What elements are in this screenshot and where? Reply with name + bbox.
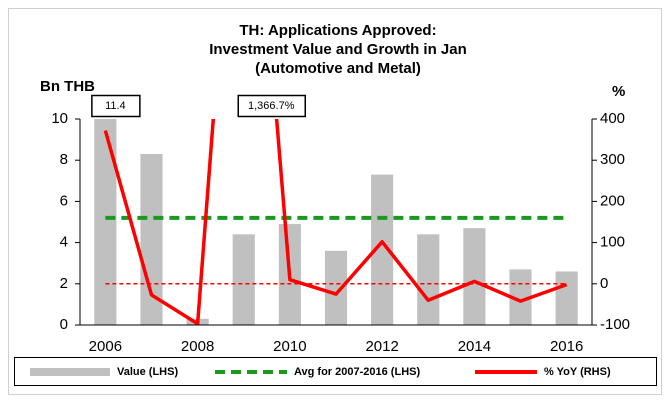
y-tick-label: 2 (60, 275, 68, 292)
plot-area (94, 119, 578, 325)
x-tick-label: 2006 (89, 338, 122, 355)
legend-label: Value (LHS) (117, 366, 178, 378)
y2-tick-label: 300 (600, 151, 625, 168)
x-tick-label: 2014 (458, 338, 491, 355)
y2-tick-label: 100 (600, 234, 625, 251)
legend-box (14, 357, 657, 386)
legend-label: % YoY (RHS) (544, 366, 611, 378)
legend-label: Avg for 2007-2016 (LHS) (294, 366, 420, 378)
y-tick-label: 0 (60, 316, 68, 333)
bar (371, 174, 394, 325)
bar (555, 271, 578, 325)
value-label: 11.4 (105, 100, 126, 112)
value-label-box (91, 94, 141, 118)
value-label: 1,366.7% (248, 100, 295, 112)
x-tick-label: 2008 (181, 338, 214, 355)
y2-axis-label: % (612, 83, 625, 100)
chart-title: (Automotive and Metal) (255, 60, 421, 77)
y-tick-label: 4 (60, 234, 68, 251)
line (103, 119, 568, 325)
y2-tick-label: -100 (600, 316, 630, 333)
bar (94, 119, 117, 325)
x-tick-label: 2016 (550, 338, 583, 355)
y2-tick-label: 200 (600, 192, 625, 209)
bar (232, 234, 255, 325)
y-tick-label: 8 (60, 151, 68, 168)
bar (324, 250, 348, 325)
bar (140, 154, 163, 325)
legend-swatch (30, 368, 110, 376)
y2-tick-label: 400 (600, 110, 625, 127)
bar (463, 228, 486, 325)
x-tick-label: 2012 (365, 338, 398, 355)
x-tick-label: 2010 (273, 338, 306, 355)
value-label-box (237, 94, 306, 118)
chart-title: TH: Applications Approved: (239, 22, 436, 39)
y-tick-label: 10 (51, 110, 68, 127)
y-axis-label: Bn THB (40, 78, 95, 95)
y-tick-label: 6 (60, 192, 68, 209)
bar (417, 234, 440, 325)
y2-tick-label: 0 (600, 275, 608, 292)
chart-title: Investment Value and Growth in Jan (209, 41, 467, 58)
chart-frame (8, 8, 662, 395)
